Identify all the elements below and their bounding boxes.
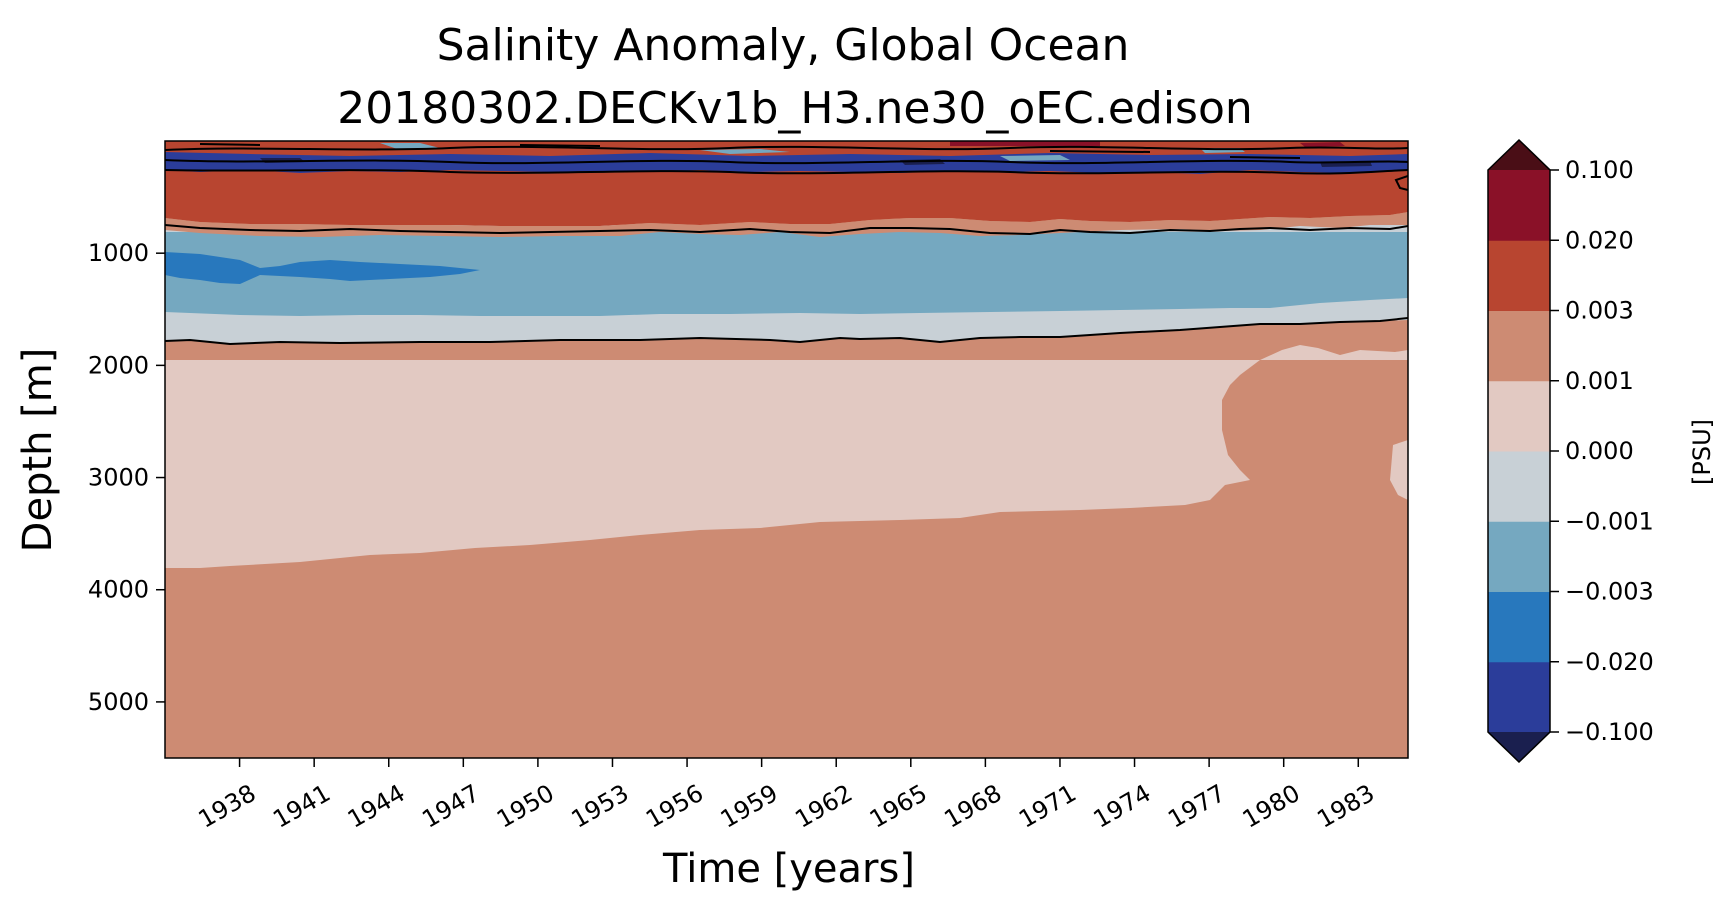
x-axis-ticks: 1938 1941 1944 1947 1950 1953 1956 1959 1962 1965…	[194, 758, 1379, 834]
mid-strong-negative-patch	[165, 252, 480, 284]
surface-light-patches	[380, 143, 1245, 161]
x-tick-label: 1974	[1089, 779, 1156, 834]
colorbar-segment	[1488, 521, 1550, 592]
x-tick-label: 1944	[343, 779, 410, 834]
contour-zero-upper	[165, 224, 1408, 236]
x-tick-label: 1941	[268, 779, 335, 834]
x-tick-label: 1983	[1312, 779, 1379, 834]
x-tick-label: 1947	[417, 779, 484, 834]
colorbar-tick-label: −0.020	[1565, 648, 1654, 676]
chart-title-line-1: Salinity Anomaly, Global Ocean	[437, 20, 1130, 71]
colorbar-tick-label: 0.003	[1565, 297, 1634, 325]
colorbar-tick-label: 0.100	[1565, 156, 1634, 184]
x-tick-label: 1959	[716, 779, 783, 834]
upper-positive-band-region	[165, 170, 1408, 226]
colorbar-tick-label: −0.003	[1565, 578, 1654, 606]
x-tick-label: 1962	[790, 779, 857, 834]
x-axis-label: Time [years]	[662, 846, 915, 892]
x-tick-label: 1950	[492, 779, 559, 834]
mid-negative-band-region	[165, 232, 1408, 316]
colorbar-segment	[1488, 310, 1550, 382]
y-tick-label: 1000	[88, 239, 149, 267]
y-tick-label: 5000	[88, 688, 149, 716]
plot-frame	[164, 140, 1409, 759]
colorbar-label: [PSU]	[1688, 419, 1716, 485]
colorbar-extend-max	[1488, 140, 1550, 170]
x-tick-label: 1968	[939, 779, 1006, 834]
chart-title-line-2: 20180302.DECKv1b_H3.ne30_oEC.edison	[337, 83, 1253, 134]
colorbar-segment	[1488, 170, 1550, 241]
x-tick-label: 1953	[567, 779, 634, 834]
deep-patch-reentrant	[1390, 440, 1408, 500]
x-tick-label: 1965	[865, 779, 932, 834]
colorbar-segment	[1488, 661, 1550, 733]
x-tick-label: 1980	[1238, 779, 1305, 834]
plot-area	[164, 140, 1409, 759]
colorbar-segment	[1488, 591, 1550, 663]
colorbar-tick-label: −0.100	[1565, 718, 1654, 746]
y-axis-ticks: 1000 2000 3000 4000 5000	[88, 239, 165, 716]
surface-contour-4	[199, 143, 1301, 159]
y-tick-label: 2000	[88, 351, 149, 379]
colorbar: −0.100 −0.020 −0.003 −0.001 0.000 0.001 0.003 0…	[1487, 138, 1654, 764]
y-axis-label: Depth [m]	[15, 348, 61, 553]
surface-edge-contour	[1394, 175, 1408, 191]
colorbar-tick-label: 0.000	[1565, 437, 1634, 465]
surface-contour-3	[165, 169, 1408, 175]
upper-transition-band	[165, 212, 1408, 237]
x-tick-label: 1977	[1163, 779, 1230, 834]
surface-dark-patches	[950, 141, 1345, 147]
colorbar-extend-min	[1488, 732, 1550, 762]
y-tick-label: 4000	[88, 576, 149, 604]
colorbar-tick-label: −0.001	[1565, 507, 1654, 535]
colorbar-segment	[1488, 451, 1550, 522]
contour-zero-lower	[165, 317, 1408, 346]
colorbar-tick-label: 0.020	[1565, 226, 1634, 254]
surface-contour-2	[165, 159, 1408, 165]
colorbar-segment	[1488, 380, 1550, 452]
x-tick-label: 1938	[194, 779, 261, 834]
colorbar-segment	[1488, 240, 1550, 311]
y-tick-label: 3000	[88, 464, 149, 492]
x-tick-label: 1971	[1014, 779, 1081, 834]
colorbar-tick-label: 0.001	[1565, 367, 1634, 395]
surface-contour-1	[165, 145, 1408, 151]
deep-weak-positive-region	[165, 345, 1408, 568]
x-tick-label: 1956	[641, 779, 708, 834]
